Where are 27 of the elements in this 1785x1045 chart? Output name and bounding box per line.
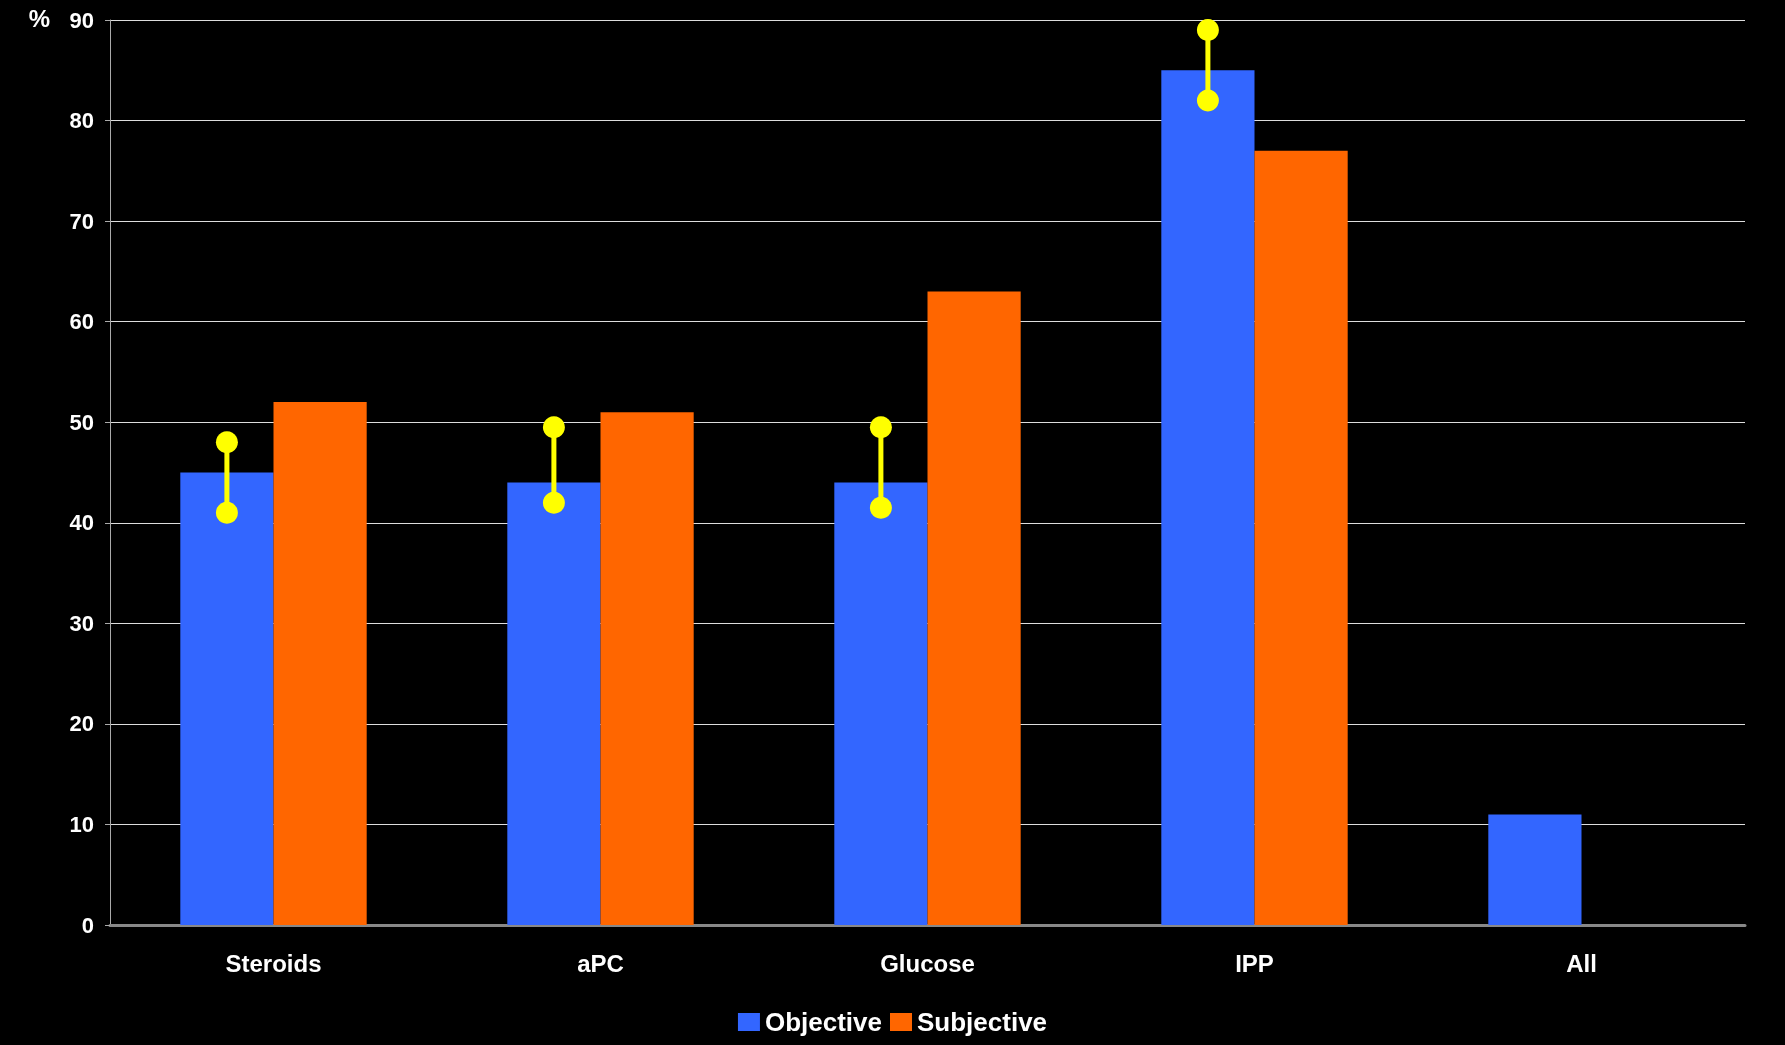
bar — [1161, 70, 1255, 925]
x-tick-label: Steroids — [225, 949, 322, 977]
bar — [1254, 150, 1348, 925]
y-tick-label: 30 — [69, 610, 94, 636]
y-tick-label: 50 — [69, 409, 94, 435]
bar — [927, 291, 1021, 925]
bar — [507, 482, 601, 925]
bar — [180, 472, 274, 925]
y-tick-label: 80 — [69, 108, 94, 134]
y-tick-label: 60 — [69, 309, 94, 335]
x-tick-label: Glucose — [880, 949, 975, 977]
x-tick-label: All — [1566, 949, 1597, 977]
y-tick-label: 10 — [69, 811, 94, 837]
y-tick-label: 0 — [81, 912, 94, 938]
bar — [834, 482, 928, 925]
bar — [273, 402, 367, 925]
y-axis-title: % — [28, 4, 50, 32]
x-tick-label: aPC — [577, 949, 624, 977]
y-tick-label: 70 — [69, 208, 94, 234]
y-tick-label: 20 — [69, 711, 94, 737]
y-tick-label: 40 — [69, 510, 94, 536]
legend-label: Subjective — [917, 1007, 1048, 1037]
y-tick-label: 90 — [69, 7, 94, 33]
bar — [600, 412, 694, 925]
bar — [1488, 814, 1582, 925]
x-tick-label: IPP — [1235, 949, 1274, 977]
legend-label: Objective — [764, 1007, 883, 1037]
